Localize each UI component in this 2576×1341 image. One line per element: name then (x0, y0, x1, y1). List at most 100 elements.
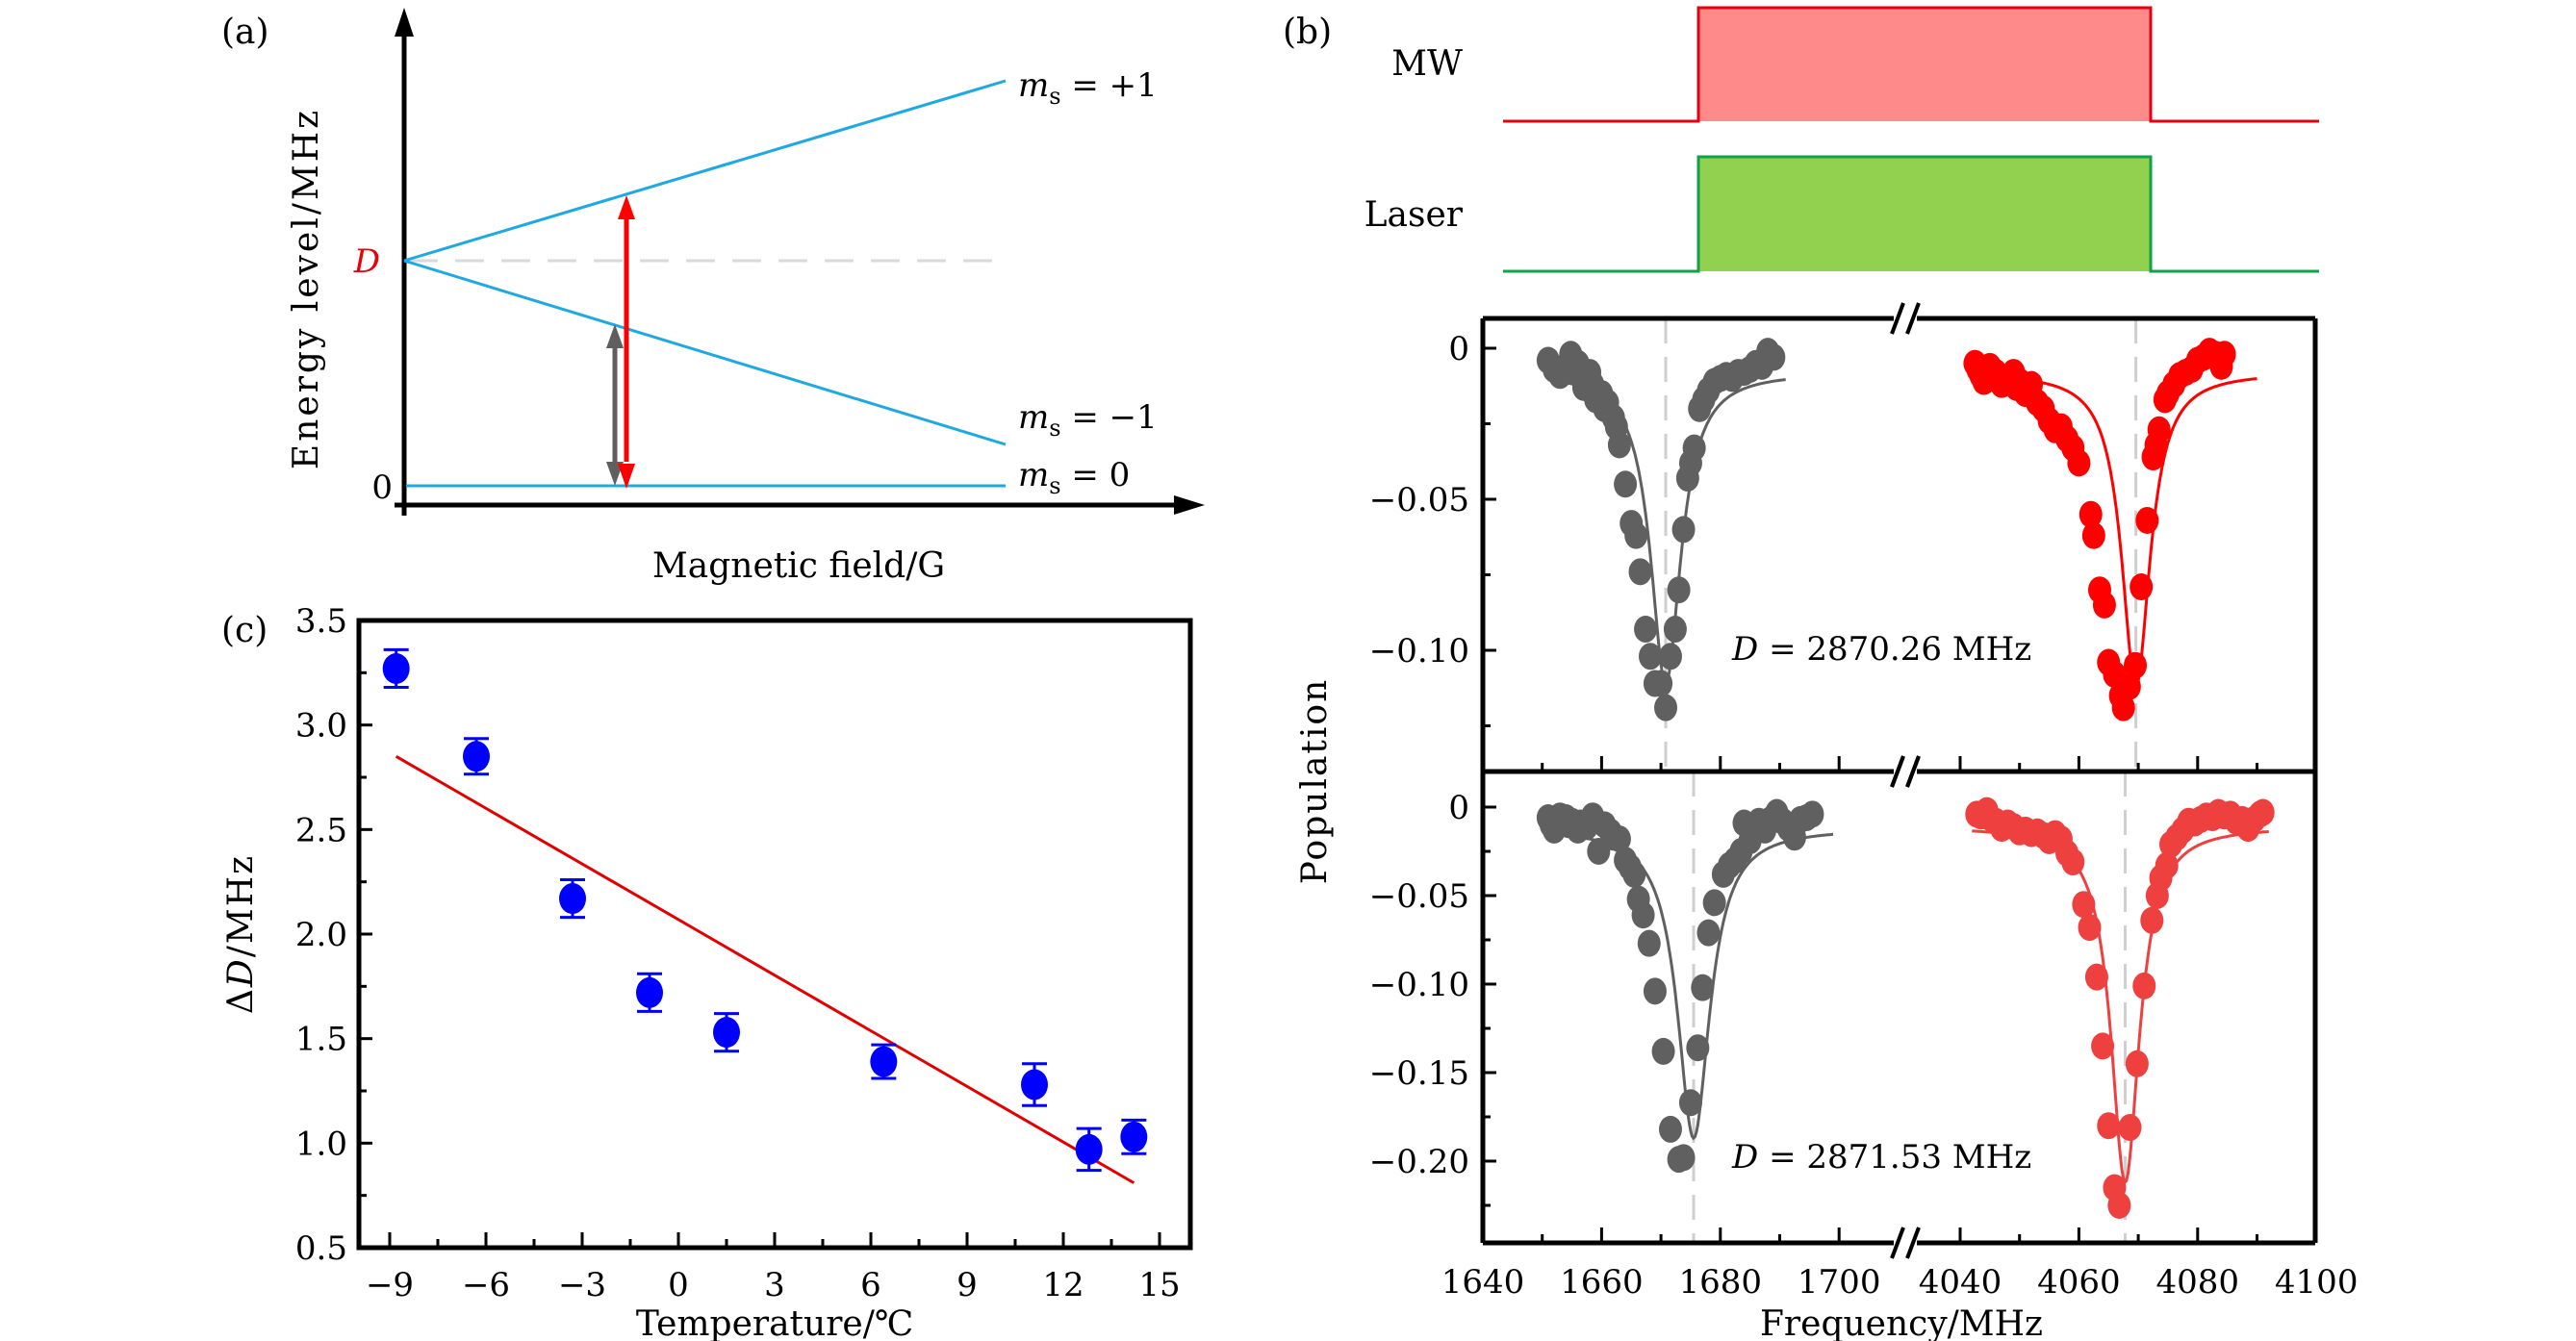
data-point (2117, 672, 2141, 700)
data-point (1638, 643, 1662, 670)
data-point (1667, 576, 1691, 604)
y-tick-label: 3.5 (295, 602, 347, 641)
annotation-d-value: = 2871.53 MHz (1758, 1138, 2031, 1177)
y-tick-label: −0.10 (1369, 632, 1469, 670)
level-label-m: m (1018, 66, 1049, 105)
level-label-sub: s (1049, 415, 1060, 442)
data-point (2097, 1112, 2121, 1140)
panel-c-y-axis-title: ΔD/MHz (221, 854, 261, 1014)
data-point (1654, 694, 1678, 721)
data-point (2078, 914, 2102, 942)
data-point (636, 976, 663, 1008)
panel-c-label: (c) (221, 611, 268, 650)
delta-d-plot: −9 −6 −3 0 3 6 9 12 15 0.5 1.0 1.5 2.0 2.5 3.0 3.5 (295, 602, 1193, 1304)
y-tick-label: −0.20 (1369, 1143, 1469, 1181)
pulse-laser (1503, 155, 2319, 273)
data-point (2079, 500, 2103, 528)
panel-a-label: (a) (221, 13, 269, 52)
data-point (1622, 860, 1646, 888)
data-point (870, 1046, 898, 1077)
panel-a-y-axis-title: Energy level/MHz (287, 108, 326, 469)
pulse-mw-outline (1503, 6, 2319, 123)
data-point (1702, 889, 1726, 917)
odmr-lower-plot: 0 −0.05 −0.10 −0.15 −0.20 1640 1660 1680 1700 404… (1369, 755, 2358, 1302)
data-point (1686, 1034, 1710, 1062)
axis-break-mark (1905, 755, 1921, 788)
data-point (1658, 1115, 1682, 1143)
data-point (2118, 1114, 2142, 1142)
level-label-m: m (1018, 456, 1049, 494)
data-point (2212, 341, 2236, 368)
axis-break-mark (1890, 755, 1905, 788)
data-point (1607, 431, 1631, 459)
data-point (2124, 651, 2148, 679)
level-label-sub: s (1049, 472, 1060, 499)
axis-break-mark (1890, 1227, 1905, 1259)
data-point (1696, 919, 1721, 947)
data-point (2072, 891, 2096, 919)
data-point (2061, 848, 2085, 876)
x-tick-label: −9 (366, 1266, 414, 1304)
panel-b-x-axis-title: Frequency/MHz (1760, 1304, 2043, 1341)
plot-frame (356, 618, 1193, 1251)
data-point (2081, 521, 2105, 549)
annotation-d-symbol: D (1731, 1138, 1758, 1177)
x-tick-label: 4080 (2156, 1263, 2240, 1302)
data-point (1607, 825, 1631, 853)
x-tick-label: 1700 (1798, 1263, 1881, 1302)
y-title-unit: /MHz (221, 854, 261, 957)
level-label-ms-plus1: ms = +1 (1018, 66, 1158, 110)
data-point (2125, 1050, 2149, 1077)
axis-break-mark (1890, 302, 1905, 335)
data-point (1658, 643, 1682, 670)
x-tick-label: 12 (1042, 1266, 1084, 1304)
data-point (1800, 800, 1824, 828)
y-tick-label: 3.0 (295, 707, 347, 746)
y-tick-label: 0 (1448, 789, 1469, 827)
x-tick-label: 6 (860, 1266, 881, 1304)
y-tick-label: −0.10 (1369, 966, 1469, 1004)
axis-break-mark (1905, 1227, 1921, 1259)
data-point (2092, 591, 2116, 619)
x-tick-label: 1680 (1679, 1263, 1763, 1302)
data-point (382, 652, 410, 684)
data-point (713, 1017, 740, 1049)
panel-c: (c) −9 −6 −3 0 3 6 9 12 150.51.01.52.02.53.03.5 … (221, 602, 1193, 1341)
y-tick-label: −0.05 (1369, 481, 1469, 519)
panel-c-x-axis-title: Temperature/℃ (636, 1304, 913, 1341)
level-line-ms-plus1 (403, 79, 1007, 263)
y-tick-label: 1.5 (295, 1021, 347, 1059)
level-label-ms-minus1: ms = −1 (1018, 398, 1158, 442)
panel-a-d-tick-label: D (353, 242, 380, 281)
data-point (1649, 670, 1673, 697)
annotation-d-value: = 2870.26 MHz (1758, 630, 2031, 669)
data-point (1634, 616, 1658, 644)
x-tick-label: 0 (668, 1266, 689, 1304)
pulse-mw-fill (1698, 8, 2151, 121)
panel-a-zero-tick-label: 0 (371, 468, 393, 507)
pulse-laser-outline (1503, 155, 2319, 273)
panel-b: (b) MW Laser Population Frequency/MHz 0 −… (1283, 6, 2358, 1341)
x-tick-label: −6 (462, 1266, 510, 1304)
panel-a-x-axis-title: Magnetic field/G (652, 546, 945, 586)
y-tick-label: 2.0 (295, 916, 347, 954)
panel-a-y-axis-arrowhead (395, 8, 414, 37)
x-tick-label: 1660 (1560, 1263, 1644, 1302)
annotation-upper-d: D = 2870.26 MHz (1731, 630, 2031, 669)
data-point (2135, 506, 2159, 534)
pulse-laser-fill (1698, 157, 2151, 271)
axis-break-mark (1905, 302, 1921, 335)
data-point (1021, 1069, 1048, 1101)
data-point (2130, 573, 2154, 601)
transition-arrow-gray (606, 324, 624, 486)
data-point (2140, 906, 2164, 934)
pulse-label-mw: MW (1391, 44, 1463, 84)
data-point (2091, 1032, 2115, 1060)
y-tick-label: 0 (1448, 330, 1469, 368)
level-label-eq: = +1 (1061, 66, 1158, 105)
data-point (1643, 977, 1667, 1005)
odmr-upper-plot: 0 −0.05 −0.10 (1369, 302, 2318, 788)
transition-arrow-red (618, 195, 635, 489)
data-point (1120, 1121, 1148, 1152)
level-label-m: m (1018, 398, 1049, 437)
